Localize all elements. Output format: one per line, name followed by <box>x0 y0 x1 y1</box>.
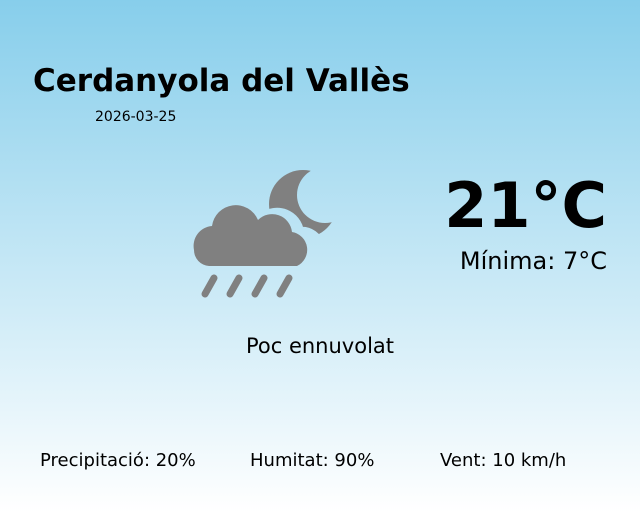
humidity-stat: Humitat: 90% <box>250 450 375 471</box>
date-label: 2026-03-25 <box>95 109 177 125</box>
precipitation-stat: Precipitació: 20% <box>40 450 196 471</box>
current-temperature: 21°C <box>444 169 607 242</box>
condition-label: Poc ennuvolat <box>245 334 395 358</box>
minimum-temperature: Mínima: 7°C <box>459 247 607 275</box>
cloud-rain-moon-icon <box>193 170 337 298</box>
city-title: Cerdanyola del Vallès <box>33 63 410 99</box>
wind-stat: Vent: 10 km/h <box>440 450 567 471</box>
